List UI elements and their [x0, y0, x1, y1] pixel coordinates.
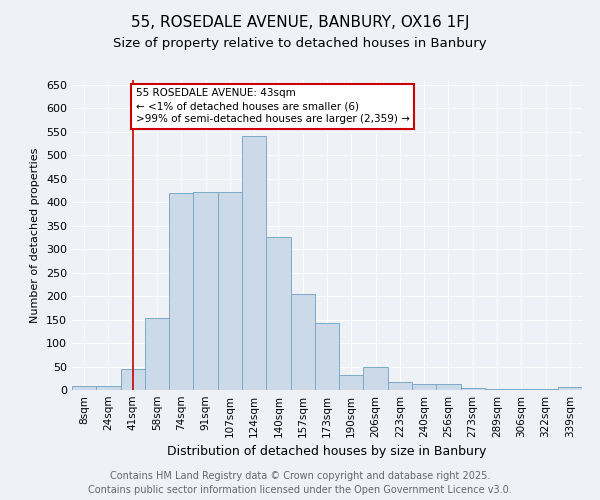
Bar: [218, 192, 242, 390]
Bar: [364, 367, 388, 390]
Bar: [315, 323, 339, 390]
Bar: [436, 384, 461, 390]
Bar: [145, 318, 169, 390]
Bar: [509, 388, 533, 390]
Text: 55, ROSEDALE AVENUE, BANBURY, OX16 1FJ: 55, ROSEDALE AVENUE, BANBURY, OX16 1FJ: [131, 15, 469, 30]
X-axis label: Distribution of detached houses by size in Banbury: Distribution of detached houses by size …: [167, 446, 487, 458]
Bar: [72, 386, 96, 390]
Text: Size of property relative to detached houses in Banbury: Size of property relative to detached ho…: [113, 38, 487, 51]
Bar: [533, 389, 558, 390]
Bar: [461, 388, 485, 390]
Bar: [266, 238, 290, 390]
Text: 55 ROSEDALE AVENUE: 43sqm
← <1% of detached houses are smaller (6)
>99% of semi-: 55 ROSEDALE AVENUE: 43sqm ← <1% of detac…: [136, 88, 410, 124]
Bar: [96, 386, 121, 390]
Bar: [169, 192, 193, 390]
Bar: [290, 294, 315, 390]
Bar: [388, 382, 412, 390]
Bar: [412, 384, 436, 390]
Bar: [558, 386, 582, 390]
Text: Contains HM Land Registry data © Crown copyright and database right 2025.
Contai: Contains HM Land Registry data © Crown c…: [88, 471, 512, 495]
Bar: [242, 136, 266, 390]
Bar: [193, 192, 218, 390]
Bar: [121, 369, 145, 390]
Bar: [339, 374, 364, 390]
Y-axis label: Number of detached properties: Number of detached properties: [31, 148, 40, 322]
Bar: [485, 389, 509, 390]
